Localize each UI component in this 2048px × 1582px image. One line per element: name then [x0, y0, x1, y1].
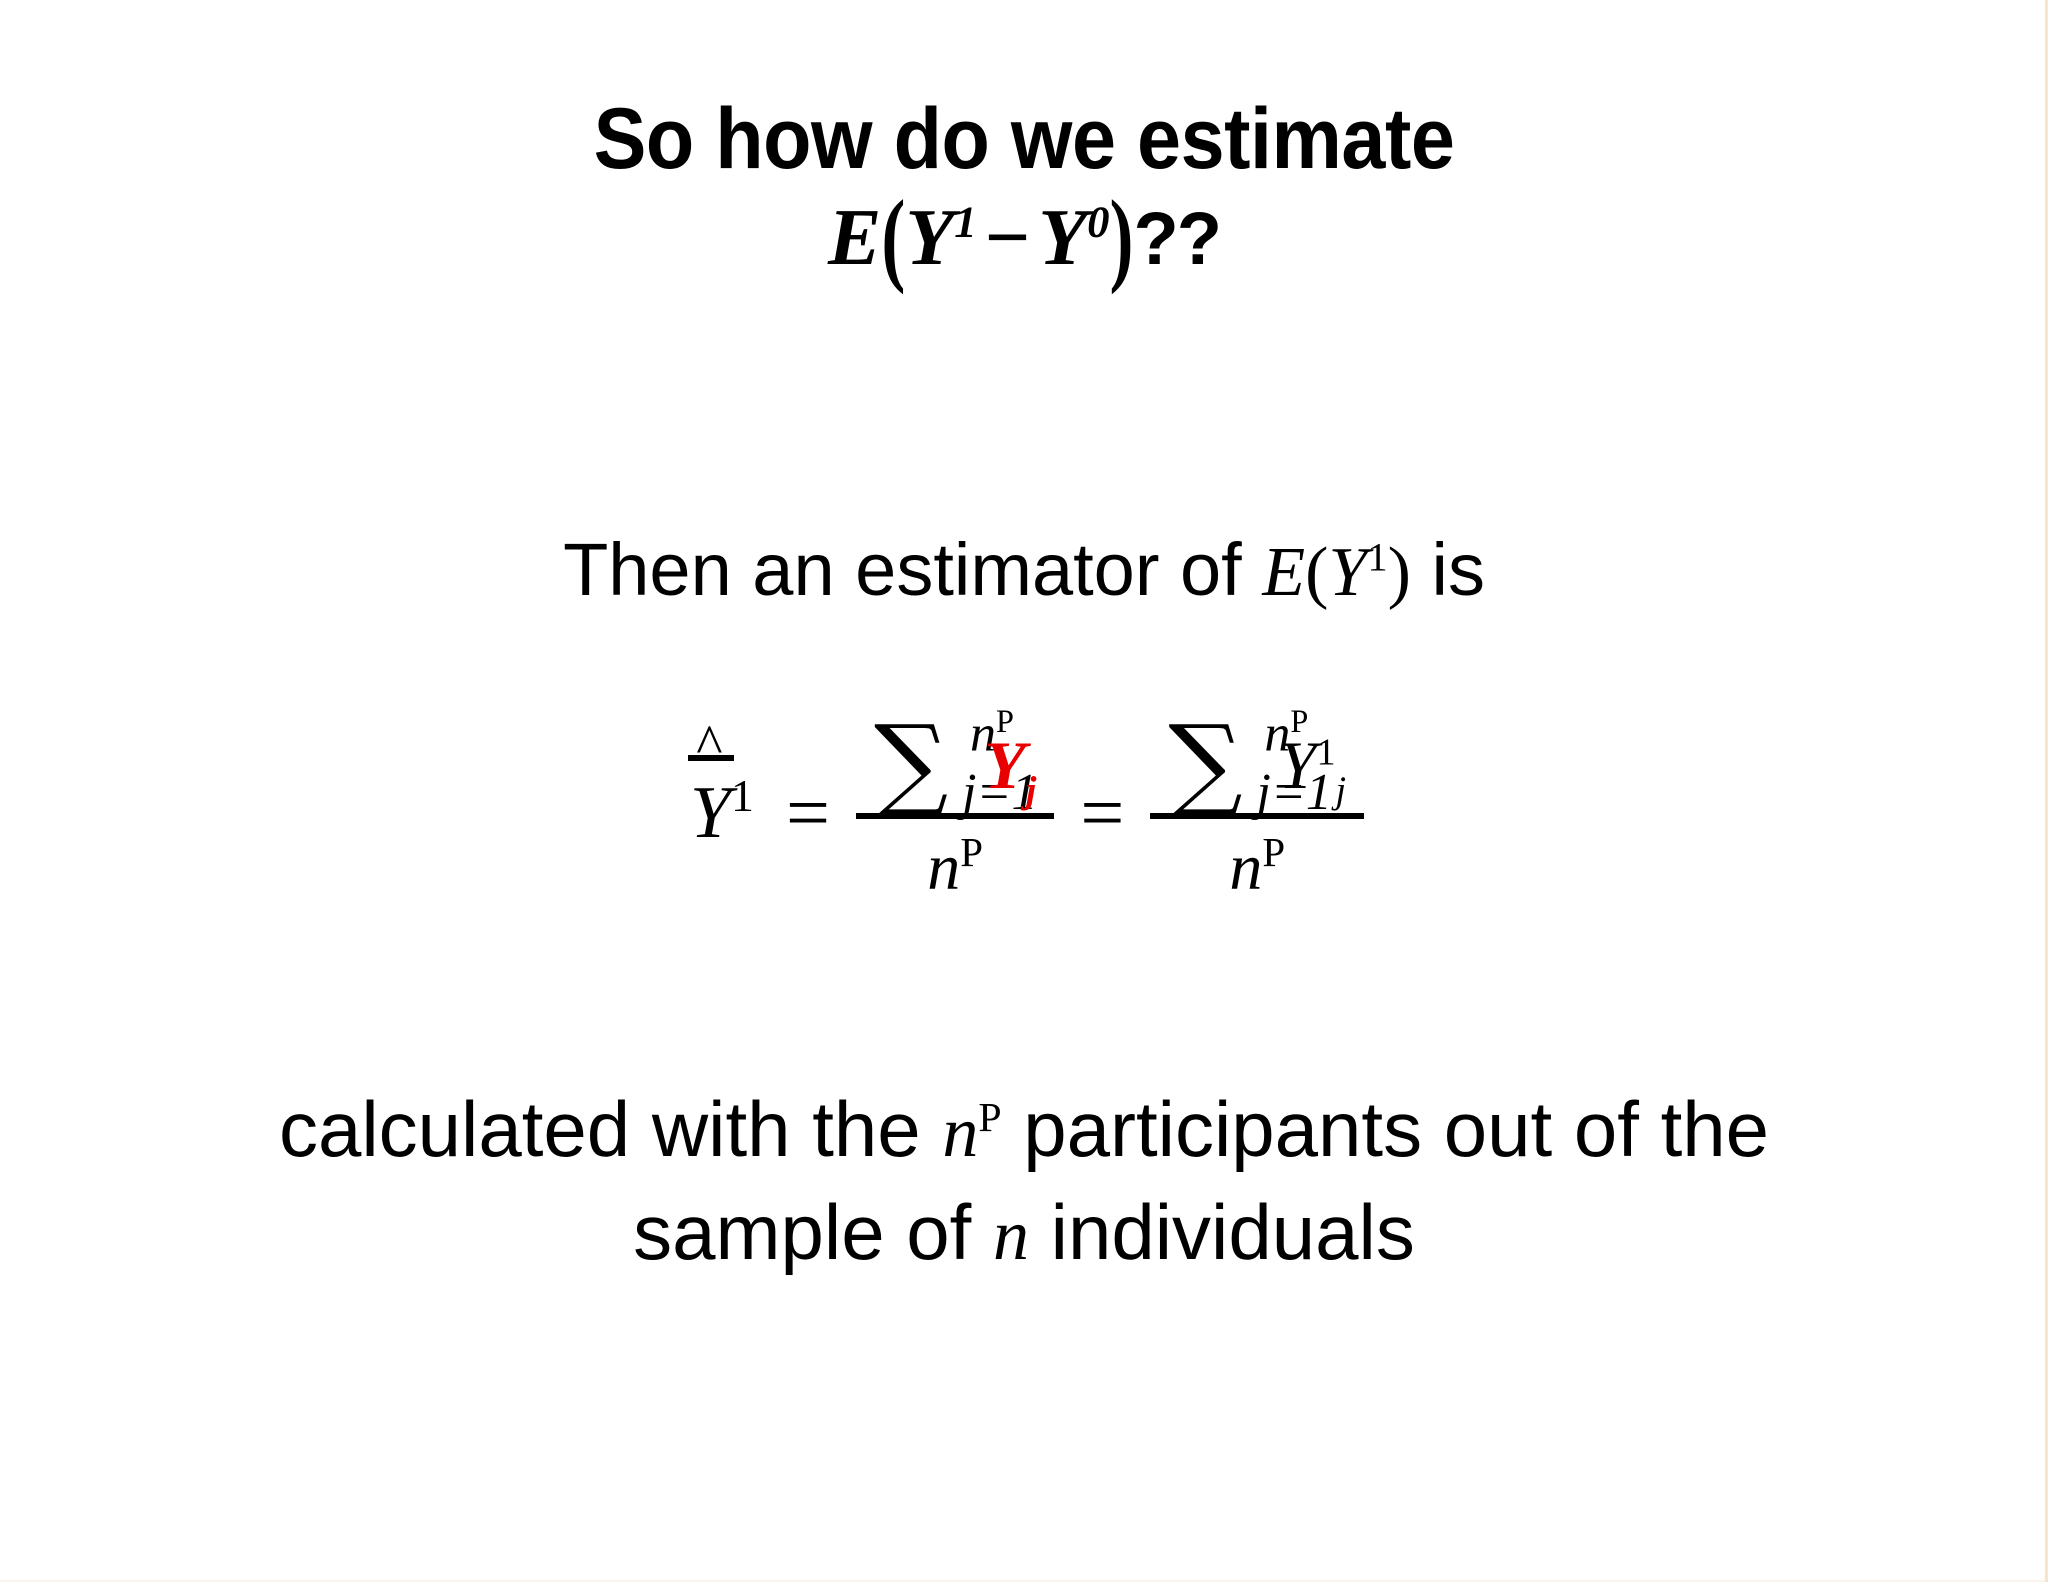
sigma-icon: ∑ [873, 702, 949, 825]
title-formula-open-paren: ( [881, 179, 906, 296]
body-line-1-math-sup: P [978, 1095, 1002, 1141]
fraction-1-lower-limit: j=1 [961, 764, 1038, 822]
hat-accent-icon: ^ [696, 714, 723, 777]
fraction-1-term-base: Y [984, 727, 1026, 803]
fraction-2-denominator: nP [1211, 819, 1303, 906]
fraction-1-denominator: nP [909, 819, 1001, 906]
fraction-1-term-sub: j [1025, 769, 1037, 812]
fraction-2-term: Y1j [1267, 726, 1346, 813]
fraction-2-summation: ∑ nP j=1 [1168, 702, 1332, 825]
ybar-group: ^ Y [687, 717, 734, 856]
body-line-2: sample of n individuals [0, 1181, 2048, 1284]
title-formula-Y1-base: Y [905, 193, 955, 282]
fraction-1: ∑ nP j=1 Yj nP [855, 702, 1055, 906]
slide-body-text: calculated with the nP participants out … [0, 1078, 2048, 1284]
title-formula-question-marks: ?? [1133, 196, 1222, 280]
fraction-1-denominator-sup: P [960, 829, 984, 875]
fraction-2-term-sub: j [1335, 769, 1347, 812]
estimator-intro-prefix: Then an estimator of [563, 528, 1263, 611]
fraction-2-denominator-sup: P [1262, 829, 1286, 875]
page-edge-right [2044, 0, 2048, 1582]
overbar-accent-icon [687, 755, 734, 762]
math-E: E [1262, 534, 1306, 611]
fraction-1-upper-limit-base: n [969, 705, 996, 763]
body-line-1-math: nP [942, 1092, 1001, 1172]
body-line-1: calculated with the nP participants out … [0, 1078, 2048, 1181]
fraction-1-upper-limit-sup: P [995, 703, 1014, 740]
equals-sign-2: = [1080, 768, 1125, 856]
fraction-2-denominator-base: n [1229, 830, 1263, 904]
math-Y: Y [1328, 534, 1368, 611]
body-line-2-math: n [992, 1194, 1029, 1275]
fraction-2-upper-limit-sup: P [1290, 703, 1309, 740]
estimator-equation: ^ Y 1 = ∑ nP j=1 Yj nP = ∑ [0, 702, 2048, 906]
title-formula-Y0: Y0 [1038, 194, 1109, 282]
equation-lhs-sup: 1 [731, 770, 754, 822]
title-formula-Y0-sup: 0 [1087, 196, 1110, 247]
sigma-icon: ∑ [1168, 702, 1243, 825]
fraction-1-numerator: ∑ nP j=1 Yj [856, 702, 1054, 825]
body-line-1-prefix: calculated with the [278, 1085, 943, 1173]
fraction-1-summation: ∑ nP j=1 [873, 702, 1038, 825]
fraction-1-denominator-base: n [927, 830, 961, 904]
estimator-intro-math: E(Y1) [1262, 534, 1411, 611]
fraction-1-term: Yj [972, 726, 1036, 813]
body-line-1-suffix: participants out of the [1001, 1085, 1770, 1173]
estimator-intro-suffix: is [1410, 528, 1485, 611]
title-formula-Y1: Y1 [905, 194, 976, 282]
fraction-2-upper-limit-base: n [1264, 705, 1291, 763]
fraction-2-bar [1150, 812, 1365, 819]
fraction-1-bar [855, 812, 1055, 819]
page-edge-bottom [0, 1579, 2048, 1582]
fraction-2-term-base: Y [1278, 727, 1317, 803]
math-close-paren: ) [1387, 534, 1411, 611]
title-formula-close-paren: ) [1109, 179, 1134, 296]
title-heading-text: So how do we estimate [593, 91, 1455, 187]
math-Y-sup: 1 [1367, 534, 1388, 580]
title-formula-minus: − [984, 193, 1031, 282]
title-formula-E: E [828, 193, 882, 282]
equation-lhs-base: Y [689, 772, 732, 855]
estimator-intro-line: Then an estimator of E(Y1) is [0, 527, 2048, 613]
equation-lhs-ybar-hat: ^ Y 1 [684, 717, 760, 856]
title-formula-Y1-sup: 1 [954, 196, 977, 247]
math-open-paren: ( [1305, 534, 1329, 611]
slide-title: So how do we estimate E(Y1− Y0)?? [0, 91, 2048, 289]
body-line-1-math-base: n [942, 1092, 979, 1172]
title-formula: E(Y1− Y0)?? [0, 185, 2048, 289]
fraction-2: ∑ nP j=1 Y1j nP [1150, 702, 1365, 906]
fraction-2-term-sup: 1 [1316, 731, 1336, 774]
fraction-2-upper-limit: nP [1264, 703, 1308, 763]
title-formula-Y0-base: Y [1038, 193, 1088, 282]
fraction-2-numerator: ∑ nP j=1 Y1j [1150, 702, 1364, 825]
equals-sign-1: = [785, 768, 830, 856]
body-line-2-prefix: sample of [633, 1187, 993, 1276]
body-line-2-suffix: individuals [1028, 1187, 1415, 1276]
fraction-1-upper-limit: nP [970, 703, 1014, 763]
fraction-2-lower-limit: j=1 [1256, 764, 1332, 822]
